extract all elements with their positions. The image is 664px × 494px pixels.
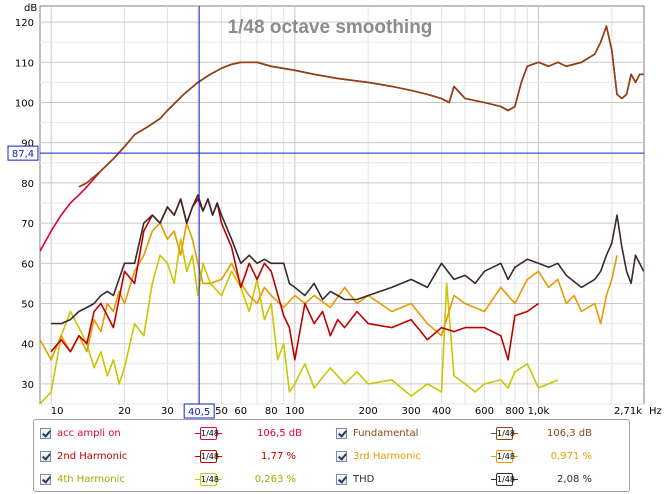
x-tick-label: 10 xyxy=(51,406,64,417)
legend-value: 0,971 % xyxy=(550,451,592,462)
series-line-3rd-harmonic xyxy=(40,222,618,361)
checkbox-icon[interactable] xyxy=(40,428,51,439)
series-line-fundamental xyxy=(78,25,644,188)
checkbox-icon[interactable] xyxy=(336,451,347,462)
y-tick-labels: 30 40 50 60 70 80 90 100 110 120 xyxy=(15,18,34,391)
x-tick-label: 60 xyxy=(234,406,247,417)
x-tick-label: 600 xyxy=(475,406,494,417)
smoothing-icon[interactable]: 1/48 xyxy=(491,473,518,486)
legend-item-2nd-harmonic[interactable]: 2nd Harmonic 1/48 1,77 % xyxy=(40,450,320,468)
checkbox-icon[interactable] xyxy=(40,451,51,462)
legend-value: 2,08 % xyxy=(557,474,592,485)
y-tick-label: 120 xyxy=(15,18,34,29)
plot-background xyxy=(39,5,645,405)
y-tick-label: 80 xyxy=(21,179,34,190)
legend-item-thd[interactable]: THD 1/48 2,08 % xyxy=(336,473,626,491)
y-tick-label: 30 xyxy=(21,380,34,391)
y-tick-label: 110 xyxy=(15,58,34,69)
series-line-thd xyxy=(51,194,644,325)
legend-label: 2nd Harmonic xyxy=(57,451,128,462)
legend-item-4th-harmonic[interactable]: 4th Harmonic 1/48 0,263 % xyxy=(40,473,320,491)
legend-label: acc ampli on xyxy=(57,428,121,439)
frequency-response-chart: 30 40 50 60 70 80 90 100 110 120 10 20 30 50 60 80 100 2… xyxy=(7,3,662,419)
checkbox-icon[interactable] xyxy=(40,474,51,485)
y-tick-label: 40 xyxy=(21,340,34,351)
x-tick-label: 50 xyxy=(215,406,228,417)
legend-item-3rd-harmonic[interactable]: 3rd Harmonic 1/48 0,971 % xyxy=(336,450,626,468)
checkbox-icon[interactable] xyxy=(336,428,347,439)
legend-label: 4th Harmonic xyxy=(57,474,125,485)
legend-value: 0,263 % xyxy=(254,474,296,485)
y-axis-unit: dB xyxy=(24,3,37,14)
chart-title: 1/48 octave smoothing xyxy=(228,17,433,38)
x-tick-label: 300 xyxy=(402,406,421,417)
cursor-crosshair[interactable]: 87,4 40,5 xyxy=(7,6,644,419)
cursor-x-readout: 40,5 xyxy=(188,407,210,418)
legend-value: 106,3 dB xyxy=(546,428,592,439)
x-tick-label: 200 xyxy=(359,406,378,417)
x-tick-label: 20 xyxy=(118,406,131,417)
legend-label: Fundamental xyxy=(353,428,419,439)
legend-value: 1,77 % xyxy=(261,451,296,462)
cursor-y-readout: 87,4 xyxy=(12,149,34,160)
legend-label: 3rd Harmonic xyxy=(353,451,421,462)
legend-item-acc-ampli-on[interactable]: acc ampli on 1/48 106,5 dB xyxy=(40,427,320,445)
x-tick-label: 1,0k xyxy=(528,406,550,417)
cursor-x-readout-box xyxy=(183,403,215,419)
smoothing-icon[interactable]: 1/48 xyxy=(195,473,222,486)
x-tick-label: 2,71k xyxy=(614,406,642,417)
x-tick-label: 100 xyxy=(285,406,304,417)
smoothing-icon[interactable]: 1/48 xyxy=(195,427,222,440)
cursor-y-readout-box xyxy=(7,145,39,161)
smoothing-icon[interactable]: 1/48 xyxy=(195,450,222,463)
series-line-2nd-harmonic xyxy=(50,198,539,361)
y-tick-label: 90 xyxy=(21,139,34,150)
y-tick-label: 60 xyxy=(21,259,34,270)
smoothing-icon[interactable]: 1/48 xyxy=(491,427,518,440)
x-tick-label: 400 xyxy=(432,406,451,417)
y-tick-label: 100 xyxy=(15,98,34,109)
x-tick-labels: 10 20 30 50 60 80 100 200 300 400 600 800 1,0k 2,71k xyxy=(51,406,642,417)
x-tick-label: 800 xyxy=(505,406,524,417)
checkbox-icon[interactable] xyxy=(336,474,347,485)
y-tick-label: 70 xyxy=(21,219,34,230)
legend-panel: acc ampli on 1/48 106,5 dB Fundamental 1… xyxy=(33,419,630,492)
smoothing-icon[interactable]: 1/48 xyxy=(491,450,518,463)
y-tick-label: 50 xyxy=(21,299,34,310)
legend-item-fundamental[interactable]: Fundamental 1/48 106,3 dB xyxy=(336,427,626,445)
legend-value: 106,5 dB xyxy=(256,428,302,439)
series-layer xyxy=(40,25,644,404)
legend-label: THD xyxy=(353,474,375,485)
x-axis-unit: Hz xyxy=(649,406,662,417)
x-tick-label: 30 xyxy=(161,406,174,417)
x-tick-label: 80 xyxy=(265,406,278,417)
